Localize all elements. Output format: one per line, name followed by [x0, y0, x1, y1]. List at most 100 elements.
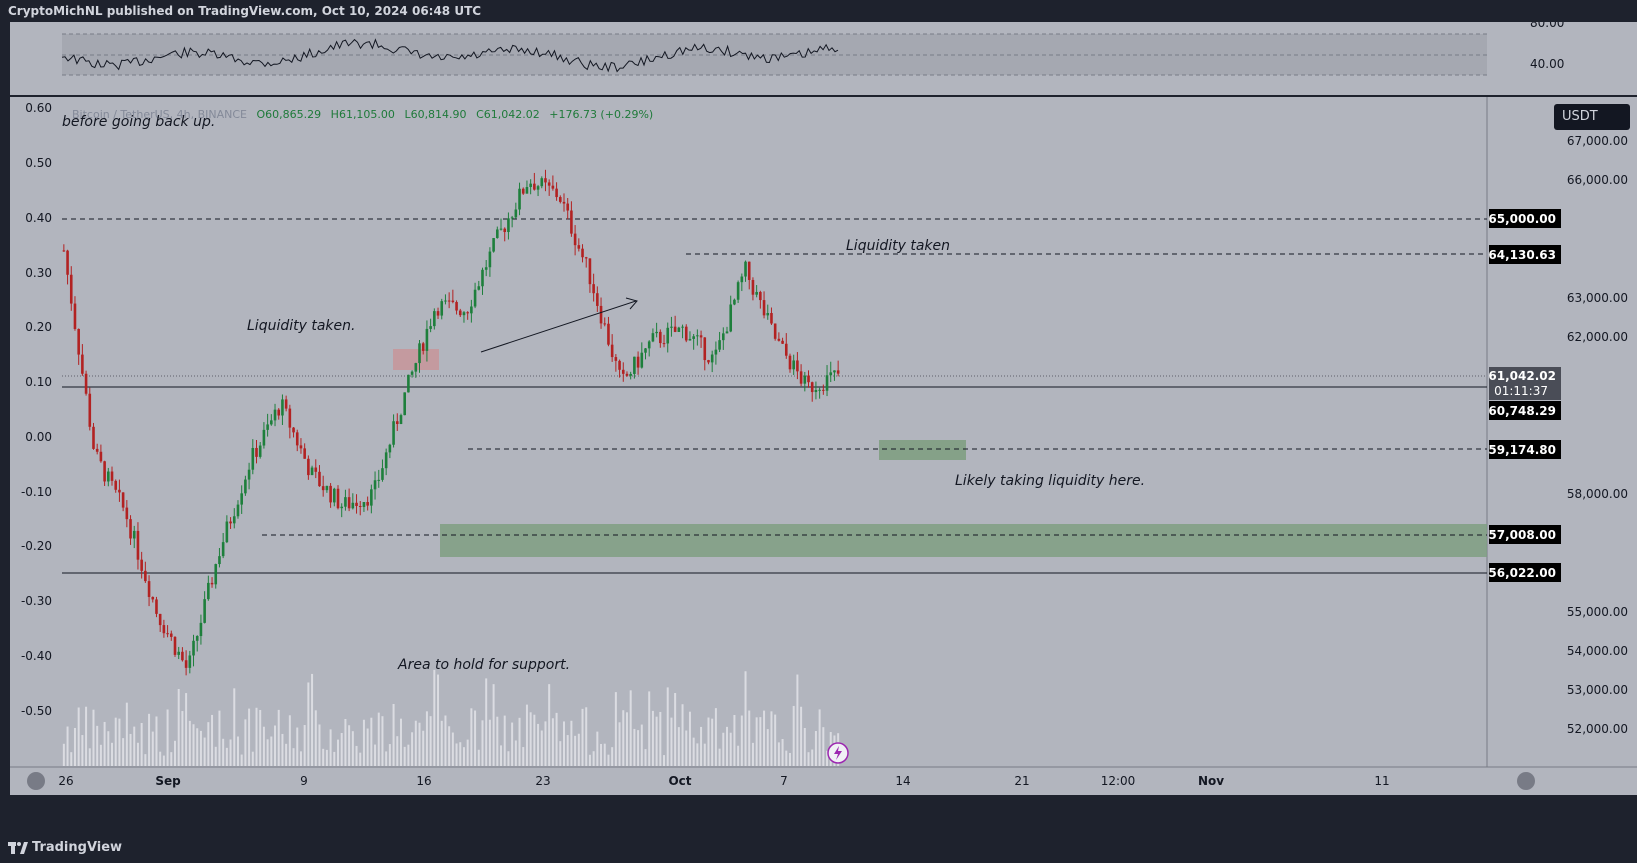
- candle-body: [744, 261, 747, 277]
- annotation-liquidity-taken-right[interactable]: Liquidity taken: [846, 238, 950, 254]
- candle-body: [107, 471, 110, 482]
- volume-bar: [726, 726, 729, 766]
- symbol-label: Bitcoin / TetherUS, 4h, BINANCE: [72, 108, 248, 121]
- candle-body: [169, 633, 173, 637]
- candle-body: [188, 655, 192, 668]
- taken-liquidity-zone[interactable]: [393, 349, 439, 370]
- candle-body: [155, 599, 158, 614]
- volume-bar: [214, 746, 217, 766]
- volume-bar: [181, 711, 184, 766]
- candle-body: [673, 326, 677, 332]
- candle-body: [129, 519, 132, 539]
- annotation-top-note[interactable]: before going back up.: [62, 114, 216, 130]
- volume-bar: [225, 747, 228, 766]
- volume-bar: [244, 719, 247, 766]
- candle-body: [66, 250, 69, 275]
- volume-bar: [548, 684, 551, 766]
- candle-body: [766, 313, 770, 316]
- volume-bar: [485, 678, 488, 766]
- volume-bar: [651, 710, 654, 766]
- time-tick: Oct: [668, 774, 691, 788]
- volume-bar: [366, 728, 369, 766]
- currency-button[interactable]: USDT: [1554, 104, 1630, 130]
- candle-body: [218, 556, 221, 565]
- candle-body: [647, 341, 651, 349]
- volume-bar: [407, 744, 410, 766]
- volume-bar: [77, 707, 80, 766]
- volume-bar: [637, 730, 640, 766]
- price-tick: 63,000.00: [1567, 291, 1628, 305]
- volume-bar: [118, 718, 121, 766]
- candle-body: [703, 337, 707, 361]
- candle-body: [262, 429, 266, 446]
- volume-bar: [188, 720, 191, 766]
- candle-body: [777, 338, 781, 341]
- left-tick: 0.60: [25, 101, 52, 115]
- footer-bar: TradingView: [0, 836, 1637, 863]
- trend-arrow[interactable]: [480, 300, 637, 353]
- candle-body: [796, 360, 799, 372]
- volume-bar: [162, 755, 165, 766]
- candle-body: [203, 599, 206, 623]
- candle-body: [251, 447, 255, 470]
- candle-body: [362, 502, 366, 507]
- candle-body: [325, 485, 329, 491]
- candle-body: [69, 274, 73, 304]
- candle-body: [521, 188, 525, 194]
- annotation-area-support[interactable]: Area to hold for support.: [397, 657, 570, 673]
- volume-bar: [592, 751, 595, 766]
- volume-bar: [314, 710, 317, 766]
- volume-bar: [633, 728, 636, 766]
- volume-bar: [333, 751, 336, 766]
- time-tick: 12:00: [1101, 774, 1136, 788]
- tradingview-logo[interactable]: TradingView: [8, 840, 122, 855]
- trend-arrow-head: [625, 297, 638, 310]
- volume-bar: [551, 718, 554, 766]
- time-axis: [10, 767, 1487, 795]
- candle-body: [696, 335, 699, 337]
- liquidity-target-zone[interactable]: [879, 440, 966, 460]
- candle-body: [236, 504, 240, 517]
- candle-body: [284, 399, 288, 409]
- settings-dot-right-icon[interactable]: [1517, 772, 1535, 790]
- candle-body: [773, 323, 777, 339]
- time-tick: 26: [58, 774, 73, 788]
- price-label-64130: 64,130.63: [1488, 248, 1556, 262]
- volume-bar: [518, 717, 521, 766]
- price-axis-ticks: 67,000.00 66,000.00 63,000.00 62,000.00 …: [1567, 134, 1628, 736]
- left-tick: 0.30: [25, 266, 52, 280]
- volume-bar: [266, 739, 269, 766]
- volume-bar: [259, 709, 262, 766]
- settings-dot-left-icon[interactable]: [27, 772, 45, 790]
- volume-bar: [236, 736, 239, 766]
- volume-bar: [644, 749, 647, 766]
- volume-bar: [603, 743, 606, 766]
- volume-bar: [455, 743, 458, 766]
- support-zone[interactable]: [440, 524, 1487, 557]
- candle-body: [310, 467, 314, 476]
- volume-bar: [566, 735, 569, 766]
- left-tick: -0.10: [21, 485, 52, 499]
- lightning-bolt-glyph: [834, 746, 842, 760]
- candle-body: [273, 409, 277, 421]
- volume-bar: [570, 720, 573, 766]
- volume-bar: [203, 737, 206, 766]
- annotation-liquidity-taken-left[interactable]: Liquidity taken.: [247, 318, 355, 334]
- ohlc-legend[interactable]: Bitcoin / TetherUS, 4h, BINANCE O60,865.…: [72, 108, 653, 121]
- volume-bar: [270, 736, 273, 766]
- price-label-59174: 59,174.80: [1488, 443, 1556, 457]
- annotation-likely-taking[interactable]: Likely taking liquidity here.: [955, 473, 1145, 489]
- candle-body: [210, 582, 214, 585]
- candle-body: [699, 335, 703, 338]
- candle-body: [192, 640, 195, 656]
- price-label-57008: 57,008.00: [1488, 528, 1556, 542]
- candle-body: [496, 229, 499, 239]
- volume-bar: [588, 754, 591, 766]
- volume-bar: [503, 715, 506, 766]
- candle-body: [829, 372, 833, 376]
- time-tick: Sep: [155, 774, 181, 788]
- candle-body: [321, 486, 325, 491]
- candle-body: [692, 336, 695, 339]
